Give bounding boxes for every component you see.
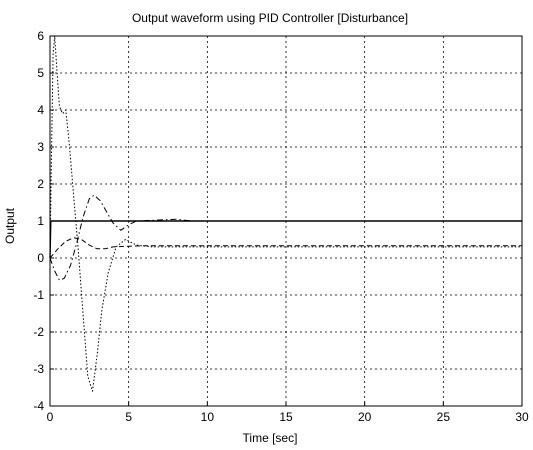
x-tick-label: 30 (515, 410, 529, 424)
y-tick-label: -2 (33, 325, 44, 339)
y-tick-label: 5 (37, 66, 44, 80)
x-axis-label: Time [sec] (243, 431, 298, 445)
y-tick-label: 3 (37, 140, 44, 154)
x-tick-label: 5 (125, 410, 132, 424)
y-tick-label: 4 (37, 103, 44, 117)
y-tick-label: -4 (33, 399, 44, 413)
y-tick-label: -3 (33, 362, 44, 376)
x-tick-label: 15 (279, 410, 293, 424)
series-line-dashed (49, 237, 522, 259)
chart-title: Output waveform using PID Controller [Di… (132, 11, 408, 25)
series-line-dotted (49, 35, 522, 392)
x-tick-label: 20 (358, 410, 372, 424)
x-tick-label: 10 (201, 410, 215, 424)
x-tick-label: 25 (437, 410, 451, 424)
y-tick-label: 0 (37, 251, 44, 265)
y-tick-label: 6 (37, 29, 44, 43)
y-tick-label: 2 (37, 177, 44, 191)
x-tick-label: 0 (47, 410, 54, 424)
y-tick-label: 1 (37, 214, 44, 228)
axis-ticks: 0 5 10 15 20 25 30 -4 -3 -2 -1 0 1 2 3 4 5 6 (33, 29, 529, 424)
y-tick-label: -1 (33, 288, 44, 302)
y-axis-label: Output (3, 207, 17, 244)
series-line-dashdot (49, 194, 522, 281)
